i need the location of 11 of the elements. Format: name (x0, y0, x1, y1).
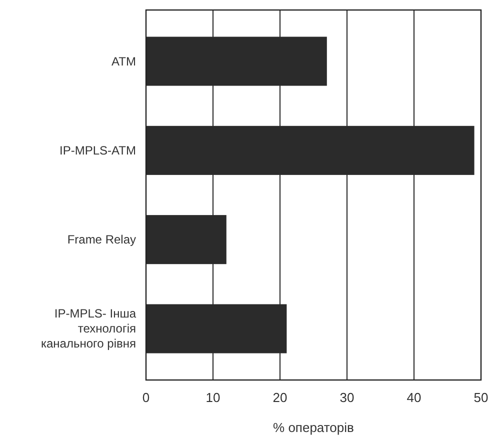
x-tick-label: 30 (340, 390, 354, 405)
x-tick-label: 0 (142, 390, 150, 405)
x-tick-label: 50 (474, 390, 488, 405)
x-tick-label: 20 (272, 390, 288, 405)
y-tick-label: IP-MPLS- Інша технологія канального рівня (40, 306, 136, 351)
y-tick-label: IP-MPLS-ATM (60, 143, 136, 158)
y-tick-label: ATM (112, 54, 136, 68)
x-tick-label: 40 (406, 390, 422, 405)
y-tick-label: Frame Relay (67, 232, 136, 247)
x-tick-label: 10 (206, 390, 220, 405)
x-axis-title: % операторів (273, 420, 354, 435)
